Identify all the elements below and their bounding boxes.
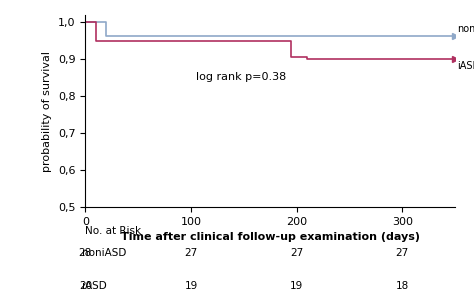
- Text: 18: 18: [396, 281, 409, 291]
- Text: 28: 28: [79, 248, 92, 258]
- Y-axis label: probability of survival: probability of survival: [42, 51, 53, 171]
- Text: 27: 27: [396, 248, 409, 258]
- Text: non-iASD: non-iASD: [457, 24, 474, 34]
- Text: 20: 20: [79, 281, 92, 291]
- Text: log rank p=0.38: log rank p=0.38: [196, 72, 286, 82]
- Text: No. at Risk: No. at Risk: [85, 226, 141, 236]
- Text: 27: 27: [184, 248, 198, 258]
- Text: 19: 19: [290, 281, 303, 291]
- X-axis label: Time after clinical follow-up examination (days): Time after clinical follow-up examinatio…: [121, 232, 419, 242]
- Text: iASD: iASD: [457, 61, 474, 71]
- Text: 27: 27: [290, 248, 303, 258]
- Text: iASD: iASD: [82, 281, 106, 291]
- Text: 19: 19: [184, 281, 198, 291]
- Text: noniASD: noniASD: [82, 248, 126, 258]
